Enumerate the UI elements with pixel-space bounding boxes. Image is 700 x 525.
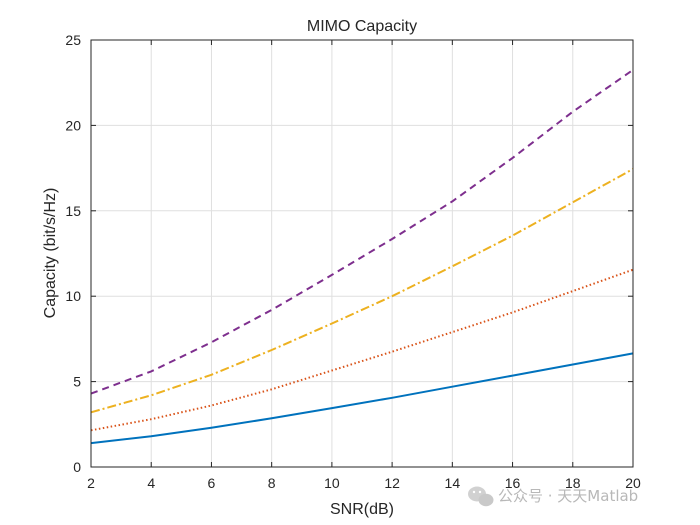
series-line-4 [90,69,634,395]
x-tick-label: 10 [324,475,340,491]
y-tick-label: 15 [65,203,81,219]
plot-frame [90,39,634,468]
y-tick-label: 0 [73,459,81,475]
chart-title: MIMO Capacity [307,18,417,35]
x-tick-label: 8 [268,475,276,491]
x-tick-label: 12 [384,475,400,491]
series-lines [90,69,634,445]
x-tick-label: 16 [505,475,521,491]
y-tick-label: 10 [65,288,81,304]
grid-lines [91,40,633,467]
y-tick-label: 20 [65,117,81,133]
watermark: 公众号 · 天天Matlab [468,486,638,507]
x-tick-label: 18 [565,475,581,491]
y-tick-label: 5 [73,374,81,390]
series-line-1 [90,352,634,445]
y-tick-label: 25 [65,32,81,48]
x-tick-label: 6 [208,475,216,491]
watermark-text: 公众号 · 天天Matlab [498,487,638,505]
x-tick-label: 4 [147,475,155,491]
y-axis-label: Capacity (bit/s/Hz) [42,188,59,319]
axis-ticks: 2 4 6 8 10 12 14 16 18 20 0 5 10 15 20 25 [65,32,641,491]
x-tick-label: 2 [87,475,95,491]
plot-background [91,40,633,467]
series-line-2 [90,268,634,432]
wechat-icon [468,486,494,507]
series-line-3 [90,168,634,414]
x-axis-label: SNR(dB) [330,501,394,518]
x-tick-label: 20 [625,475,641,491]
x-tick-label: 14 [445,475,461,491]
